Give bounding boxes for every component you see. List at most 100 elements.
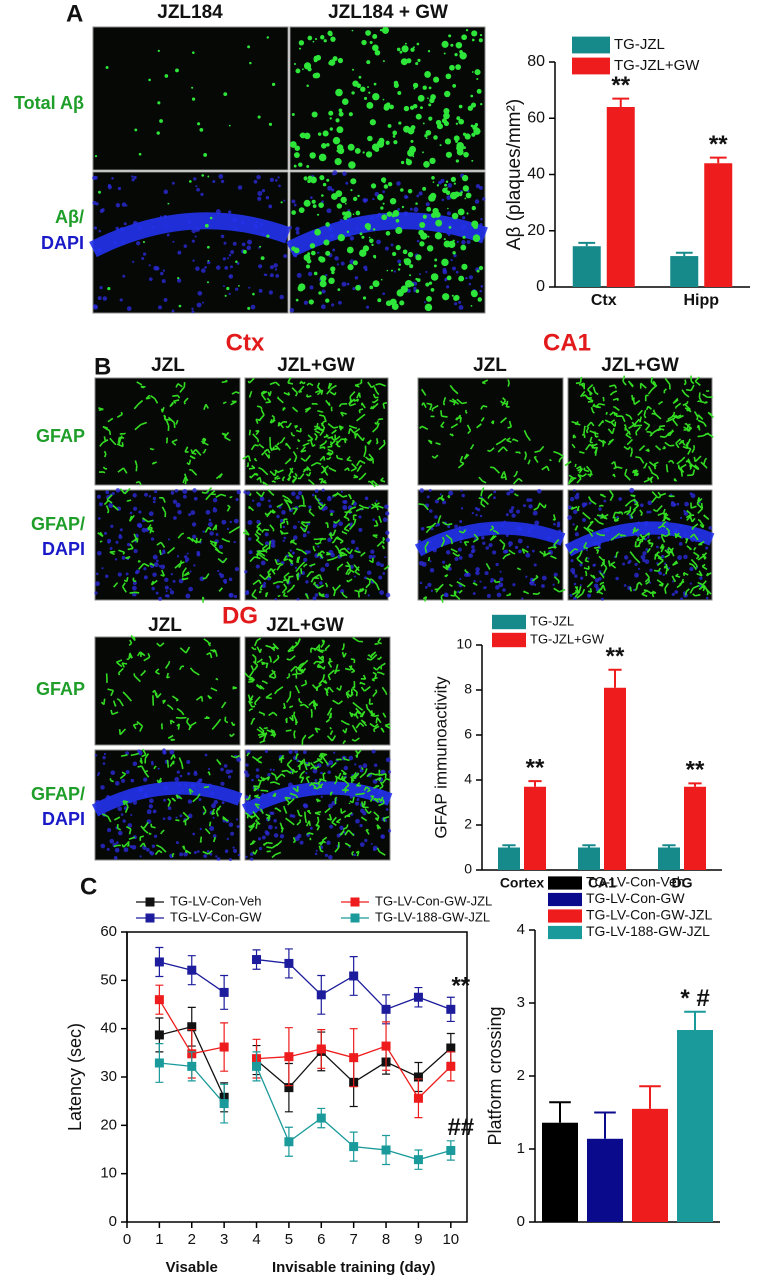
nucleus	[134, 549, 138, 553]
nucleus	[497, 593, 502, 598]
nucleus	[280, 834, 284, 838]
plaque	[348, 144, 355, 151]
nucleus	[567, 515, 572, 520]
nucleus	[429, 509, 433, 513]
plaque	[462, 175, 468, 181]
nucleus	[188, 513, 191, 516]
plaque	[406, 58, 411, 63]
nucleus	[247, 520, 252, 525]
nucleus	[529, 498, 533, 502]
y-axis-label: Latency (sec)	[65, 1023, 85, 1131]
nucleus	[274, 833, 279, 838]
nucleus	[480, 581, 482, 583]
nucleus	[471, 549, 475, 553]
plaque	[203, 153, 207, 157]
nucleus	[195, 235, 197, 237]
plaque	[312, 200, 316, 204]
nucleus	[192, 310, 195, 313]
plaque	[249, 62, 251, 64]
plaque	[428, 194, 435, 201]
data-point	[284, 1052, 293, 1061]
nucleus	[421, 527, 425, 531]
nucleus	[640, 503, 644, 507]
plaque	[107, 287, 110, 290]
nucleus	[199, 778, 202, 781]
plaque	[440, 144, 442, 146]
nucleus	[174, 777, 179, 782]
nucleus	[328, 760, 333, 765]
plaque	[431, 273, 439, 281]
nucleus	[224, 242, 227, 245]
plaque	[319, 257, 325, 263]
x-tick-label: 2	[188, 1231, 196, 1248]
nucleus	[663, 574, 665, 576]
nucleus	[557, 521, 560, 524]
plaque	[350, 189, 352, 191]
nucleus	[126, 770, 130, 774]
plaque	[415, 254, 421, 260]
nucleus	[708, 526, 712, 530]
nucleus	[305, 580, 308, 583]
nucleus	[690, 492, 693, 495]
legend-marker	[146, 914, 155, 923]
nucleus	[384, 556, 386, 558]
nucleus	[293, 525, 297, 529]
nucleus	[149, 511, 154, 516]
plaque	[446, 73, 452, 79]
plaque	[308, 67, 312, 71]
plaque	[429, 87, 432, 90]
nucleus	[278, 185, 281, 188]
nucleus	[303, 803, 307, 807]
nucleus	[154, 835, 157, 838]
plaque	[159, 119, 163, 123]
column-header: JZL	[148, 615, 182, 636]
legend-swatch	[492, 633, 526, 647]
nucleus	[479, 290, 482, 293]
plaque	[471, 305, 473, 307]
plaque	[400, 188, 404, 192]
plaque	[307, 259, 312, 264]
nucleus	[213, 498, 218, 503]
plaque	[357, 83, 359, 85]
nucleus	[229, 577, 233, 581]
bar	[604, 688, 626, 870]
nucleus	[305, 772, 307, 774]
plaque	[347, 231, 349, 233]
nucleus	[430, 568, 434, 572]
plaque	[207, 176, 209, 178]
nucleus	[479, 186, 483, 190]
nucleus	[229, 293, 231, 295]
data-point	[155, 957, 164, 966]
plaque	[335, 118, 339, 122]
glia	[167, 438, 168, 444]
nucleus	[234, 541, 236, 543]
plaque	[369, 237, 371, 239]
nucleus	[273, 769, 275, 771]
nucleus	[304, 301, 308, 305]
x-tick-label: 4	[252, 1231, 260, 1248]
nucleus	[642, 559, 645, 562]
plaque	[139, 153, 142, 156]
plaque	[419, 222, 425, 228]
nucleus	[328, 855, 332, 859]
plaque	[480, 103, 482, 105]
nucleus	[95, 581, 100, 586]
data-point	[317, 1114, 326, 1123]
plaque	[386, 300, 392, 306]
nucleus	[94, 591, 97, 594]
plaque	[340, 197, 346, 203]
nucleus	[221, 180, 224, 183]
plaque	[225, 295, 227, 297]
nucleus	[580, 584, 582, 586]
plaque	[452, 251, 455, 254]
plaque	[312, 111, 318, 117]
nucleus	[495, 585, 500, 590]
nucleus	[175, 817, 177, 819]
row-label: GFAP/	[31, 784, 85, 804]
plaque	[308, 36, 313, 41]
plaque	[413, 46, 415, 48]
nucleus	[381, 835, 384, 838]
nucleus	[447, 183, 452, 188]
nucleus	[251, 779, 254, 782]
nucleus	[199, 798, 202, 801]
